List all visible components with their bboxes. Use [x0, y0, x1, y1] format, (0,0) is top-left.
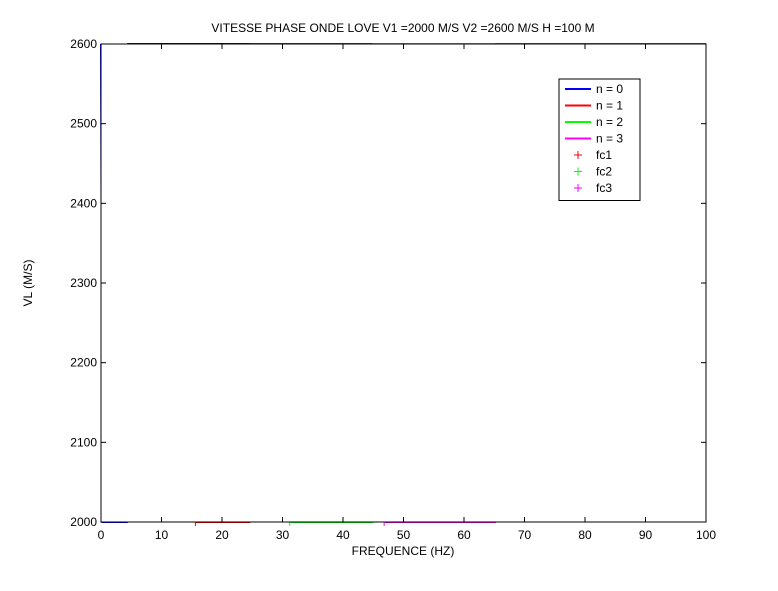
x-tick-label: 80 [578, 528, 592, 542]
legend-box [558, 78, 641, 201]
x-tick-label: 50 [397, 528, 411, 542]
legend-label: n = 3 [596, 132, 623, 146]
x-tick-label: 0 [98, 528, 105, 542]
legend: n = 0 n = 1 n = 2 n = 3 fc1 fc2 fc3 [558, 78, 641, 201]
legend-item: n = 0 [565, 82, 623, 96]
legend-item: n = 1 [565, 99, 623, 113]
legend-item: n = 3 [565, 132, 623, 146]
x-tick-label: 60 [457, 528, 471, 542]
y-tick-label: 2300 [70, 276, 97, 290]
legend-label: n = 2 [596, 115, 623, 129]
legend-label: n = 1 [596, 99, 623, 113]
legend-swatch [574, 151, 582, 159]
legend-item: fc1 [574, 148, 612, 162]
y-tick-label: 2100 [70, 435, 97, 449]
x-tick-label: 30 [276, 528, 290, 542]
legend-item: fc3 [574, 181, 612, 195]
x-tick-label: 10 [155, 528, 169, 542]
y-tick-label: 2200 [70, 356, 97, 370]
legend-label: fc3 [596, 181, 612, 195]
y-axis-label: VL (M/S) [21, 260, 35, 307]
x-tick-label: 20 [215, 528, 229, 542]
legend-label: fc1 [596, 148, 612, 162]
legend-swatch [574, 167, 582, 176]
legend-label: fc2 [596, 165, 612, 179]
tick-labels: 0 10 20 30 40 50 60 70 80 90 100 2000 2100 2200 2300 24… [70, 37, 716, 542]
legend-label: n = 0 [596, 82, 623, 96]
y-tick-label: 2000 [70, 515, 97, 529]
x-tick-label: 70 [518, 528, 532, 542]
x-tick-label: 100 [696, 528, 716, 542]
x-tick-label: 90 [639, 528, 653, 542]
y-tick-label: 2400 [70, 196, 97, 210]
x-tick-label: 40 [336, 528, 350, 542]
legend-item: fc2 [574, 165, 612, 179]
legend-item: n = 2 [565, 115, 623, 129]
y-tick-label: 2600 [70, 37, 97, 51]
x-axis-label: FREQUENCE (HZ) [352, 544, 455, 558]
y-tick-label: 2500 [70, 117, 97, 131]
chart-title: VITESSE PHASE ONDE LOVE V1 =2000 M/S V2 … [211, 21, 594, 35]
legend-swatch [574, 184, 582, 192]
